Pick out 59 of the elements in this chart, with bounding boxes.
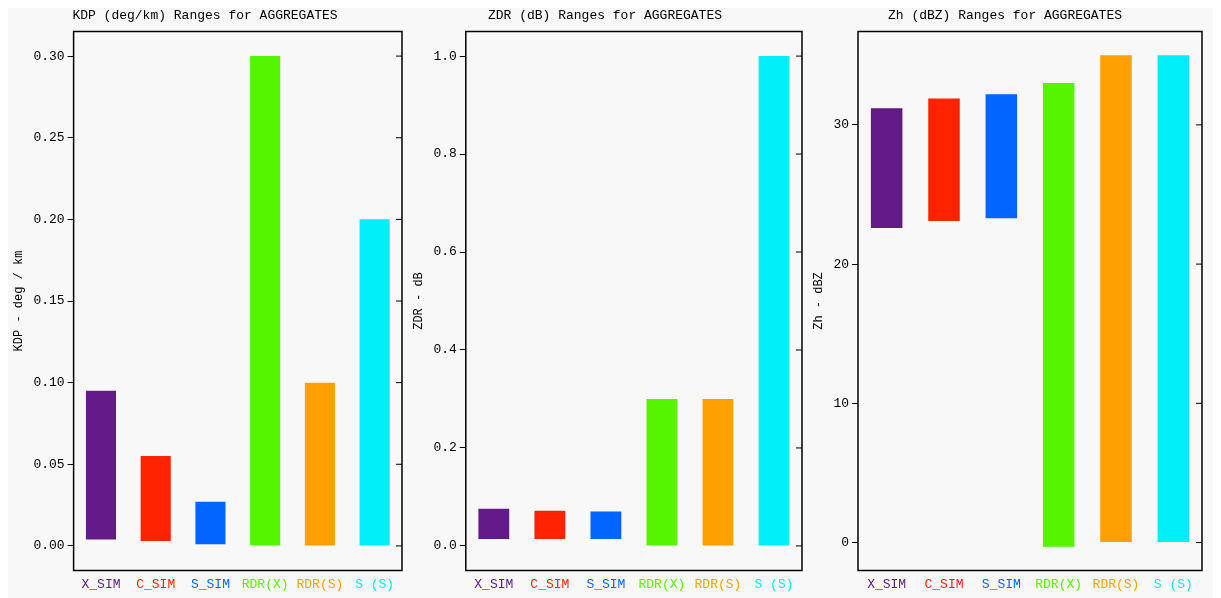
chart-title: ZDR (dB) Ranges for AGGREGATES	[487, 8, 723, 24]
y-tick-label: 0.2	[433, 440, 457, 456]
chart-title: KDP (deg/km) Ranges for AGGREGATES	[72, 8, 338, 24]
bar	[250, 56, 281, 546]
bar	[702, 398, 734, 546]
bar	[758, 56, 790, 546]
x-tick-label: C_SIM	[530, 576, 570, 592]
x-tick-label: RDR(X)	[241, 576, 289, 592]
bar	[359, 219, 390, 546]
y-tick-label: 0.10	[33, 375, 65, 391]
bar	[534, 510, 566, 540]
y-axis-title: Zh - dBZ	[812, 272, 827, 330]
x-tick-label: C_SIM	[136, 576, 176, 592]
y-tick-label: 10	[833, 395, 849, 411]
x-tick-label: RDR(X)	[638, 576, 686, 592]
x-tick-label: S_SIM	[190, 576, 230, 592]
bar	[1100, 55, 1132, 543]
bar	[85, 390, 117, 540]
y-tick-label: 0.15	[33, 293, 65, 309]
bar	[195, 501, 226, 545]
y-tick-label: 0.30	[33, 48, 65, 64]
y-tick-label: 0.05	[33, 456, 65, 472]
bar	[1042, 83, 1075, 547]
x-tick-label: RDR(S)	[1092, 576, 1140, 592]
bar	[870, 108, 903, 228]
bar	[985, 94, 1018, 219]
y-axis-title: ZDR - dB	[412, 272, 427, 330]
x-tick-label: S (S)	[355, 576, 395, 592]
x-tick-label: S (S)	[754, 576, 794, 592]
bar	[1157, 55, 1190, 543]
y-tick-label: 0.20	[33, 211, 65, 227]
bar	[646, 398, 678, 546]
x-tick-label: S_SIM	[981, 576, 1021, 592]
y-tick-label: 1.0	[433, 48, 457, 64]
x-tick-label: RDR(X)	[1035, 576, 1083, 592]
y-tick-label: 20	[833, 256, 849, 272]
x-tick-label: S_SIM	[586, 576, 626, 592]
x-tick-label: X_SIM	[81, 576, 121, 592]
bar	[928, 98, 960, 221]
y-axis-title: KDP - deg / km	[12, 250, 27, 352]
y-tick-label: 0.6	[433, 244, 457, 260]
y-tick-label: 0.25	[33, 130, 65, 146]
x-tick-label: X_SIM	[474, 576, 514, 592]
x-tick-label: X_SIM	[867, 576, 907, 592]
bar	[304, 382, 335, 546]
x-tick-label: RDR(S)	[296, 576, 344, 592]
y-tick-label: 0.0	[433, 538, 457, 554]
y-tick-label: 0.4	[433, 342, 457, 358]
bar	[590, 511, 622, 540]
bar	[140, 456, 171, 542]
x-tick-label: RDR(S)	[694, 576, 742, 592]
y-tick-label: 0	[841, 534, 849, 550]
bar	[478, 508, 510, 540]
y-tick-label: 0.8	[433, 146, 457, 162]
x-tick-label: C_SIM	[924, 576, 964, 592]
chart-title: Zh (dBZ) Ranges for AGGREGATES	[887, 8, 1123, 24]
y-tick-label: 0.00	[33, 538, 65, 554]
x-tick-label: S (S)	[1153, 576, 1193, 592]
y-tick-label: 30	[833, 117, 849, 133]
